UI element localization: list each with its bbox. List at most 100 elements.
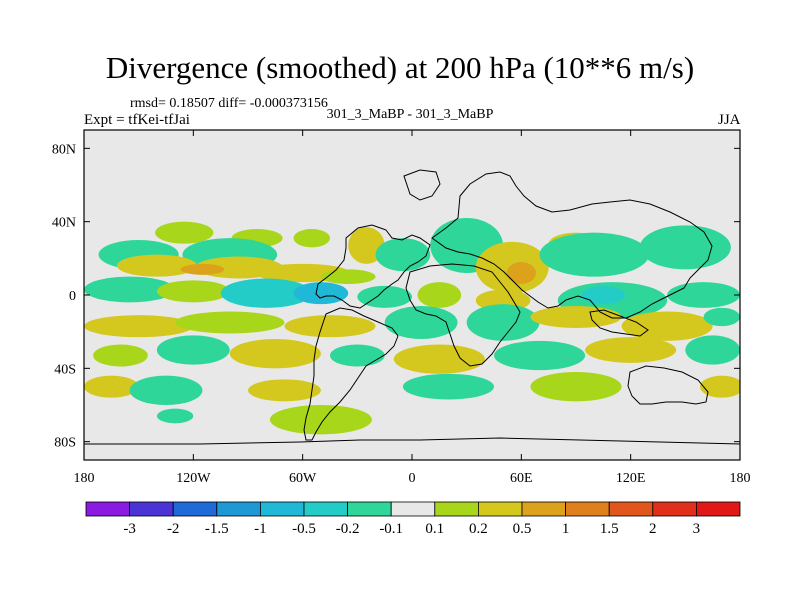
x-tick-label-1: 120W [176,471,211,486]
colorbar-swatch-10 [521,501,566,517]
y-tick-label-4: 80S [54,436,76,451]
colorbar-swatch-11 [565,501,610,517]
contour-blob-38 [229,339,321,369]
contour-blob-27 [667,282,740,308]
coastline-greenland [403,169,441,201]
contour-blob-49 [699,375,740,398]
contour-blob-23 [417,282,462,308]
colorbar-swatch-7 [390,501,436,517]
contour-blob-31 [384,306,458,339]
contour-blob-0 [155,221,214,244]
contour-blob-43 [685,335,740,365]
coastlines [84,169,740,445]
center-subtitle: 301_3_MaBP - 301_3_MaBP [326,107,494,122]
colorbar-swatch-8 [434,501,479,517]
contour-blob-22 [357,285,412,308]
contour-blob-11 [375,238,431,272]
colorbar: -3 -2 -1.5 -1 -0.5 -0.2 -0.1 0.1 0.2 0.5 1 1.5 2 3 [85,501,741,537]
contour-blob-44 [84,375,139,398]
colorbar-label-9: 0.5 [513,521,532,537]
contour-blob-26 [581,285,626,305]
colorbar-label-10: 1 [562,521,570,537]
y-tick-label-0: 80N [52,142,76,157]
contour-blob-29 [175,311,285,334]
contour-blob-37 [156,335,230,365]
coastline-eurasia [431,171,713,319]
contour-blob-33 [530,306,622,328]
colorbar-label-6: -0.1 [379,521,403,537]
colorbar-label-4: -0.5 [292,521,316,537]
colorbar-swatch-12 [608,501,654,517]
colorbar-swatch-6 [347,501,392,517]
right-subtitle: JJA [718,112,741,128]
contour-blob-21 [293,282,349,305]
coastline-australia [627,365,709,405]
coastline-north-america [315,224,431,309]
contour-blob-19 [156,280,230,303]
coastline-africa [405,263,521,367]
contour-blob-2 [293,229,330,248]
contour-blob-5 [116,254,197,277]
contour-blob-51 [156,408,194,424]
colorbar-swatch-1 [129,501,174,517]
contour-blob-47 [402,373,495,400]
contour-blob-28 [84,315,194,338]
contour-blob-30 [284,315,376,338]
contour-blob-45 [129,375,203,406]
x-tick-label-3: 0 [409,471,416,486]
colorbar-swatch-14 [696,501,741,517]
axis-ticks: 180 120W 60W 0 60E 120E 180 80N 40N 0 40S 80S [52,130,751,486]
chart-title: Divergence (smoothed) at 200 hPa (10**6 … [105,50,695,85]
contour-blob-50 [269,405,372,435]
colorbar-label-13: 3 [693,521,701,537]
left-subtitle: Expt = tfKei-tfJai [84,112,190,128]
colorbar-label-1: -2 [167,521,180,537]
colorbar-swatch-13 [652,501,697,517]
y-tick-label-1: 40N [52,216,76,231]
x-tick-label-5: 120E [616,471,646,486]
contour-blob-46 [248,379,321,402]
contour-blob-48 [530,372,622,402]
contour-blob-42 [585,337,677,363]
colorbar-label-0: -3 [123,521,136,537]
stats-line: rmsd= 0.18507 diff= -0.000373156 [130,96,328,111]
colorbar-swatch-5 [303,501,348,517]
colorbar-label-3: -1 [254,521,267,537]
colorbar-label-12: 2 [649,521,657,537]
colorbar-swatch-3 [216,501,261,517]
colorbar-label-7: 0.1 [425,521,444,537]
contour-blob-41 [494,340,586,371]
colorbar-label-2: -1.5 [205,521,229,537]
contour-blob-34 [621,311,713,341]
x-tick-label-2: 60W [289,471,317,486]
contour-blob-20 [220,278,312,308]
x-tick-label-4: 60E [510,471,533,486]
colorbar-label-11: 1.5 [600,521,619,537]
coastline-south-america [303,307,399,441]
contour-fills [84,218,740,435]
contour-blob-17 [639,225,731,270]
colorbar-swatch-2 [172,501,218,517]
colorbar-label-8: 0.2 [469,521,488,537]
y-tick-label-2: 0 [69,289,76,304]
contour-blob-18 [84,276,176,303]
contour-blob-40 [393,344,485,374]
contour-blob-39 [330,344,385,367]
contour-blob-14 [506,262,536,284]
coastline-maritime-continent [589,309,649,337]
x-tick-label-0: 180 [74,471,95,486]
colorbar-label-5: -0.2 [336,521,360,537]
contour-blob-16 [539,232,649,277]
colorbar-swatch-9 [477,501,523,517]
contour-blob-36 [93,344,148,367]
y-tick-label-3: 40S [54,362,76,377]
x-tick-label-6: 180 [730,471,751,486]
coastline-antarctica [84,437,740,445]
colorbar-swatch-4 [259,501,305,517]
contour-blob-8 [180,263,225,275]
colorbar-swatch-0 [85,501,130,517]
contour-blob-9 [320,269,376,284]
contour-blob-32 [466,304,540,341]
contour-blob-35 [703,307,740,327]
